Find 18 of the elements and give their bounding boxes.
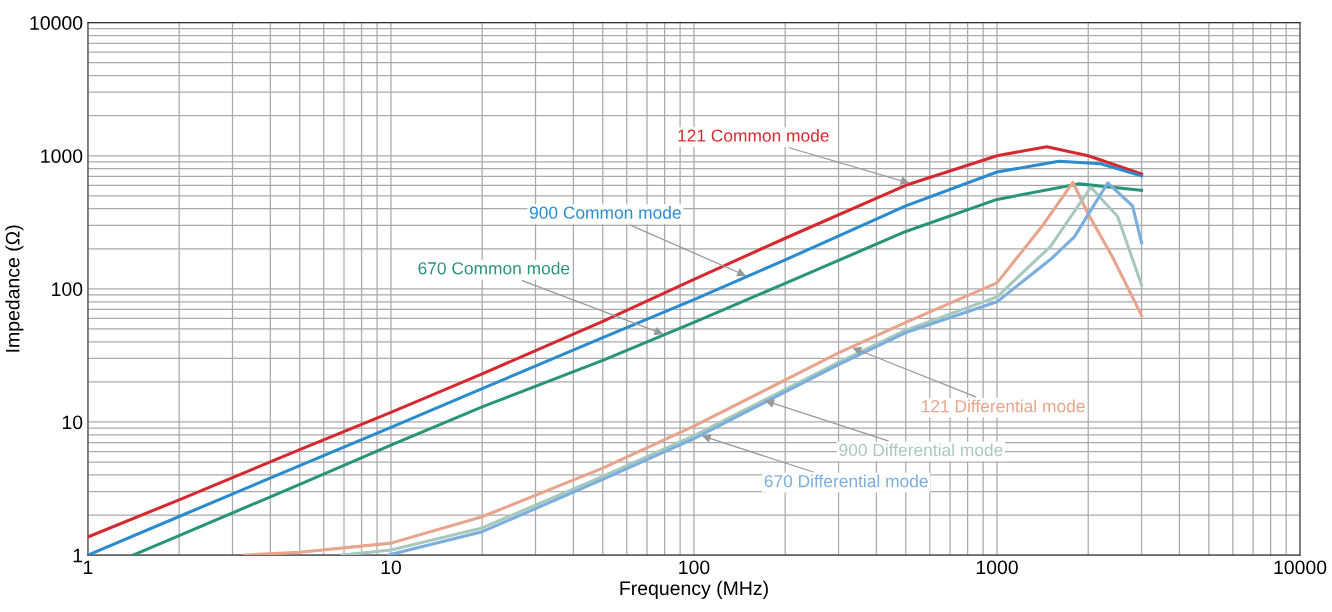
text: 900 Common mode — [529, 206, 681, 219]
text: 670 Differential mode — [764, 474, 928, 488]
text: 121 Common mode — [678, 129, 829, 142]
text: 900 Differential mode — [839, 443, 1003, 457]
x-tick-label: 10 — [381, 560, 401, 575]
y-axis-title: Impedance (Ω) — [5, 225, 24, 352]
x-tick-label: 100 — [679, 560, 710, 575]
y-tick-label: 10 — [62, 415, 83, 430]
text: 670 Common mode — [418, 261, 570, 275]
x-tick-label: 1000 — [976, 560, 1018, 575]
text: 121 Differential mode — [922, 399, 1085, 413]
x-tick-label: 1 — [83, 560, 93, 575]
y-tick-label: 1000 — [41, 149, 83, 163]
x-axis-title: Frequency (MHz) — [620, 580, 768, 599]
y-tick-label: 10000 — [30, 16, 83, 30]
y-tick-label: 100 — [52, 282, 83, 297]
y-tick-label: 1 — [73, 548, 83, 563]
x-tick-label: 10000 — [1274, 560, 1327, 575]
